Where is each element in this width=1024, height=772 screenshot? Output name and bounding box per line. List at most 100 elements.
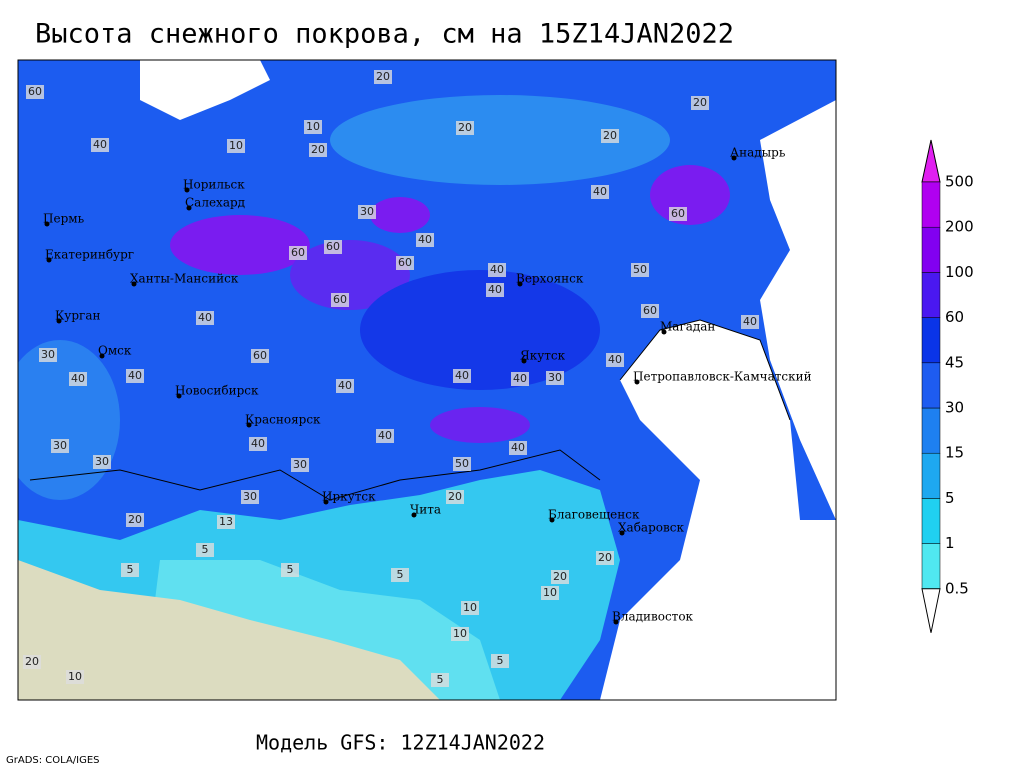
contour-label-box — [551, 570, 569, 584]
contour-label: 40 — [71, 372, 85, 385]
legend-swatch — [921, 362, 941, 409]
contour-label-box — [126, 513, 144, 527]
contour-label: 20 — [598, 551, 612, 564]
contour-label-box — [217, 515, 235, 529]
legend-arrow-top — [921, 139, 941, 183]
contour-label-box — [391, 568, 409, 582]
contour-label: 40 — [593, 185, 607, 198]
contour-label-box — [606, 353, 624, 367]
contour-label: 20 — [128, 513, 142, 526]
city-dot — [521, 358, 527, 364]
legend-swatch — [921, 543, 941, 590]
contour-label: 60 — [643, 304, 657, 317]
legend-swatch — [921, 272, 941, 318]
contour-label: 40 — [455, 369, 469, 382]
contour-label: 40 — [418, 233, 432, 246]
contour-label-box — [121, 563, 139, 577]
contour-label-box — [249, 437, 267, 451]
contour-label: 30 — [548, 371, 562, 384]
contour-label-box — [289, 246, 307, 260]
city-dot — [517, 281, 523, 287]
contour-label: 20 — [553, 570, 567, 583]
contour-label: 40 — [488, 283, 502, 296]
city-dot — [411, 512, 417, 518]
contour-label-box — [196, 543, 214, 557]
city-label: Магадан — [660, 320, 715, 334]
contour-label: 5 — [287, 563, 294, 576]
contour-label: 20 — [25, 655, 39, 668]
legend-swatch — [921, 317, 941, 364]
contour-label: 20 — [376, 70, 390, 83]
no-snow — [18, 560, 440, 700]
contour-label-box — [596, 551, 614, 565]
ocean — [140, 60, 270, 120]
contour-label: 5 — [397, 568, 404, 581]
contour-label-box — [376, 429, 394, 443]
contour-label: 40 — [608, 353, 622, 366]
contour-label-box — [66, 670, 84, 684]
contour-label-box — [431, 673, 449, 687]
contour-label-box — [281, 563, 299, 577]
contour-label-box — [304, 120, 322, 134]
contour-label-box — [691, 96, 709, 110]
snow-zone — [290, 240, 410, 310]
city-label: Норильск — [183, 178, 245, 192]
contour-label: 40 — [513, 372, 527, 385]
contour-label: 10 — [453, 627, 467, 640]
legend-swatch — [921, 498, 941, 544]
legend-label: 30 — [945, 399, 964, 417]
city-label: Курган — [55, 309, 100, 323]
contour-label-box — [126, 369, 144, 383]
snow-zone — [650, 165, 730, 225]
city-dot — [661, 329, 667, 335]
ocean — [760, 100, 836, 520]
contour-label-box — [69, 372, 87, 386]
contour-label-box — [601, 129, 619, 143]
contour-label: 30 — [243, 490, 257, 503]
contour-label-box — [453, 369, 471, 383]
contour-label-box — [591, 185, 609, 199]
contour-label-box — [309, 143, 327, 157]
city-label: Екатеринбург — [45, 248, 134, 262]
legend-label: 60 — [945, 308, 964, 326]
legend-label: 1 — [945, 534, 955, 552]
coastline — [619, 319, 791, 421]
contour-label: 60 — [398, 256, 412, 269]
contour-label-box — [486, 283, 504, 297]
contour-label: 30 — [360, 205, 374, 218]
contour-label-box — [331, 293, 349, 307]
contour-label: 60 — [28, 85, 42, 98]
legend-swatch — [921, 452, 941, 499]
city-dot — [99, 353, 105, 359]
contour-label-box — [26, 85, 44, 99]
legend-label: 0.5 — [945, 579, 969, 597]
city-label: Верхоянск — [516, 272, 584, 286]
contour-label: 5 — [202, 543, 209, 556]
model-caption: Модель GFS: 12Z14JAN2022 — [256, 731, 545, 755]
snow-zone — [360, 270, 600, 390]
contour-label-box — [416, 233, 434, 247]
contour-label-box — [291, 458, 309, 472]
contour-label: 40 — [198, 311, 212, 324]
contour-label-box — [324, 240, 342, 254]
contour-label-box — [741, 315, 759, 329]
contour-label-box — [227, 139, 245, 153]
city-dot — [56, 318, 62, 324]
contour-label-box — [641, 304, 659, 318]
contour-label-box — [358, 205, 376, 219]
contour-label-box — [39, 348, 57, 362]
legend-label: 100 — [945, 263, 974, 281]
contour-label-box — [669, 207, 687, 221]
city-dot — [323, 499, 329, 505]
city-label: Анадырь — [730, 146, 786, 160]
city-dot — [46, 257, 52, 263]
contour-label: 40 — [128, 369, 142, 382]
contour-label: 40 — [378, 429, 392, 442]
city-dot — [549, 517, 555, 523]
city-label: Владивосток — [612, 610, 694, 624]
contour-label: 30 — [53, 439, 67, 452]
city-label: Хабаровск — [618, 521, 684, 535]
contour-label: 10 — [68, 670, 82, 683]
contour-label-box — [456, 121, 474, 135]
